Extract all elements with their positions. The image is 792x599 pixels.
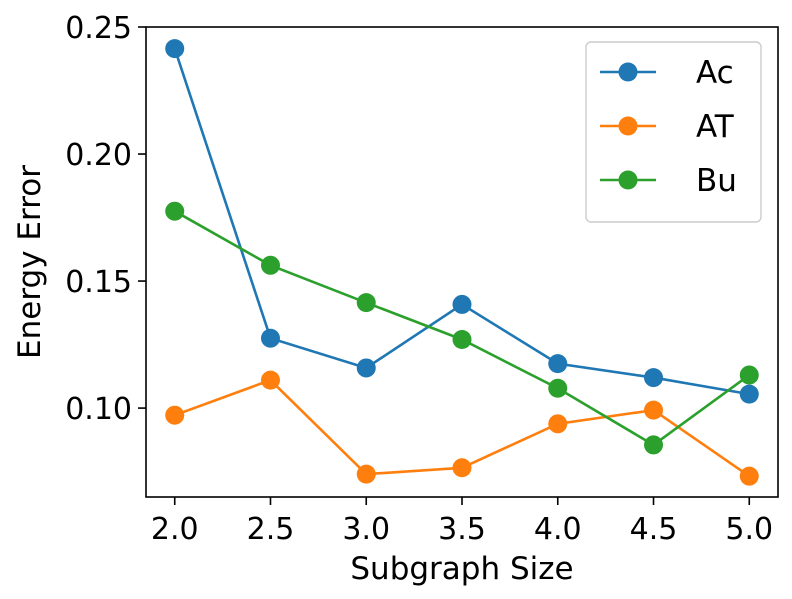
- legend: Ac AT Bu: [585, 41, 762, 223]
- data-point-ac: [165, 39, 185, 59]
- data-point-ac: [644, 368, 664, 388]
- series-layer: [165, 39, 759, 486]
- data-point-at: [165, 405, 185, 425]
- x-tick-label: 5.0: [725, 512, 773, 547]
- data-point-ac: [260, 328, 280, 348]
- data-point-bu: [644, 435, 664, 455]
- data-point-bu: [260, 255, 280, 275]
- data-point-at: [260, 370, 280, 390]
- data-point-ac: [356, 358, 376, 378]
- y-axis-ticks: 0.10 0.15 0.20 0.25: [65, 11, 146, 427]
- data-point-bu: [452, 329, 472, 349]
- legend-marker: [618, 62, 638, 82]
- data-point-at: [739, 466, 759, 486]
- data-point-ac: [548, 354, 568, 374]
- legend-marker: [618, 116, 638, 136]
- data-point-bu: [356, 293, 376, 313]
- x-tick-label: 3.5: [438, 512, 486, 547]
- x-axis-ticks: 2.0 2.5 3.0 3.5 4.0 4.5 5.0: [151, 497, 773, 547]
- legend-entry-ac: Ac: [600, 55, 734, 91]
- x-tick-label: 4.0: [534, 512, 582, 547]
- legend-label: AT: [696, 109, 735, 145]
- data-point-at: [452, 458, 472, 478]
- series-ac: [165, 39, 759, 404]
- series-bu: [165, 201, 759, 455]
- x-tick-label: 3.0: [342, 512, 390, 547]
- y-tick-label: 0.15: [65, 265, 132, 300]
- y-tick-label: 0.10: [65, 392, 132, 427]
- x-tick-label: 2.5: [247, 512, 295, 547]
- x-axis-title: Subgraph Size: [350, 551, 573, 587]
- y-tick-label: 0.25: [65, 11, 132, 46]
- data-point-at: [644, 400, 664, 420]
- legend-label: Ac: [696, 55, 734, 91]
- data-point-ac: [739, 384, 759, 404]
- legend-label: Bu: [696, 163, 737, 199]
- data-point-ac: [452, 294, 472, 314]
- data-point-bu: [165, 201, 185, 221]
- y-tick-label: 0.20: [65, 138, 132, 173]
- data-point-at: [548, 414, 568, 434]
- series-line-bu: [174, 210, 751, 447]
- legend-entry-bu: Bu: [600, 163, 737, 199]
- data-point-bu: [548, 378, 568, 398]
- x-tick-label: 4.5: [630, 512, 678, 547]
- data-point-bu: [739, 365, 759, 385]
- legend-marker: [618, 170, 638, 190]
- x-tick-label: 2.0: [151, 512, 199, 547]
- legend-entry-at: AT: [600, 109, 735, 145]
- series-at: [165, 370, 759, 486]
- y-axis-title: Energy Error: [12, 165, 48, 359]
- data-point-at: [356, 464, 376, 484]
